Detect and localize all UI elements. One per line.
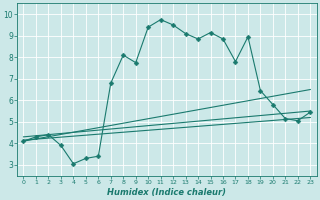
X-axis label: Humidex (Indice chaleur): Humidex (Indice chaleur) <box>108 188 226 197</box>
